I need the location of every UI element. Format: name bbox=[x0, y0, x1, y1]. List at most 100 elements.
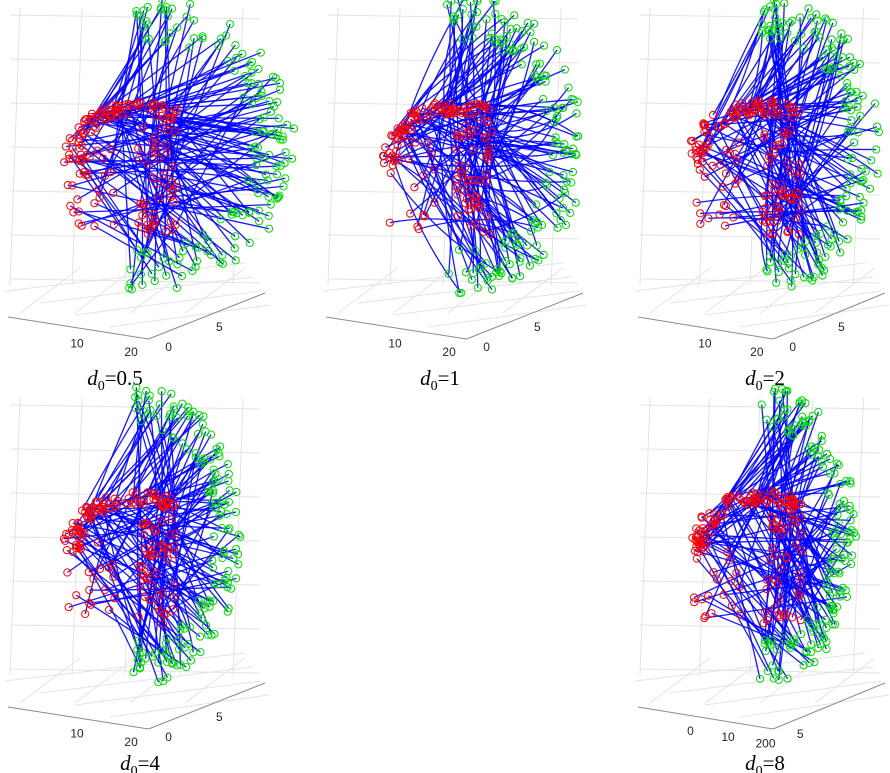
origin-point bbox=[781, 113, 790, 122]
origin-point bbox=[434, 107, 443, 116]
destination-point bbox=[790, 421, 799, 430]
destination-point bbox=[198, 420, 207, 429]
destination-point bbox=[836, 195, 845, 204]
origin-point bbox=[419, 171, 428, 180]
destination-point bbox=[843, 235, 852, 244]
flow-line bbox=[132, 414, 200, 493]
origin-point bbox=[87, 511, 96, 520]
origin-point bbox=[147, 489, 156, 498]
destination-point bbox=[823, 577, 832, 586]
destination-point bbox=[145, 391, 154, 400]
origin-point bbox=[726, 107, 736, 116]
destination-point bbox=[834, 461, 843, 470]
origin-point bbox=[154, 154, 164, 163]
origin-point bbox=[147, 149, 156, 158]
origin-point bbox=[420, 212, 429, 221]
origin-point bbox=[794, 589, 803, 598]
panel-caption: d0=8 bbox=[745, 751, 785, 773]
destination-point bbox=[559, 171, 568, 180]
destination-point bbox=[548, 151, 557, 160]
origin-point bbox=[168, 162, 177, 171]
destination-point bbox=[558, 203, 568, 213]
origin-point bbox=[796, 616, 805, 625]
origin-point bbox=[754, 96, 764, 105]
origin-point bbox=[796, 577, 805, 587]
destination-point bbox=[166, 410, 175, 419]
origin-point bbox=[71, 540, 81, 549]
destination-point bbox=[846, 87, 855, 97]
destination-point bbox=[552, 209, 561, 218]
origin-point bbox=[769, 148, 778, 157]
origin-point bbox=[75, 156, 84, 166]
flow-line bbox=[69, 35, 203, 139]
flow-line bbox=[480, 69, 566, 106]
grid-vline bbox=[639, 7, 651, 286]
destination-point bbox=[231, 507, 241, 517]
origin-point bbox=[61, 142, 71, 151]
flow-line bbox=[73, 203, 271, 214]
destination-point bbox=[853, 102, 862, 111]
destination-point bbox=[552, 113, 561, 123]
destination-point bbox=[184, 639, 193, 649]
origin-point bbox=[167, 515, 176, 524]
origin-point bbox=[789, 499, 798, 508]
origin-points bbox=[59, 488, 180, 629]
origin-point bbox=[69, 208, 78, 217]
origin-point bbox=[735, 583, 744, 592]
flow-lines bbox=[64, 0, 295, 290]
destination-point bbox=[162, 633, 171, 643]
origin-point bbox=[431, 99, 440, 108]
origin-point bbox=[65, 134, 74, 143]
destination-point bbox=[766, 640, 775, 649]
destination-point bbox=[850, 528, 859, 537]
origin-point bbox=[746, 102, 755, 111]
origin-point bbox=[100, 499, 109, 508]
destination-point bbox=[761, 647, 770, 656]
destination-point bbox=[264, 224, 274, 233]
destination-point bbox=[154, 658, 163, 667]
destination-point bbox=[799, 273, 809, 282]
destination-point bbox=[144, 396, 153, 405]
destination-point bbox=[845, 501, 854, 510]
destination-point bbox=[444, 269, 453, 278]
flow-line bbox=[699, 429, 789, 545]
origin-point bbox=[73, 542, 82, 551]
flow-line bbox=[383, 140, 556, 158]
origin-point bbox=[93, 146, 102, 155]
destination-point bbox=[230, 244, 239, 253]
origin-point bbox=[468, 145, 478, 154]
destination-point bbox=[850, 138, 859, 147]
floor-grid-line bbox=[704, 267, 766, 314]
origin-point bbox=[752, 496, 761, 505]
origin-point bbox=[398, 124, 407, 134]
origin-point bbox=[410, 107, 419, 116]
destination-point bbox=[467, 10, 476, 19]
flow-line bbox=[89, 509, 189, 645]
destination-point bbox=[165, 413, 174, 422]
flow-line bbox=[391, 155, 462, 294]
destination-point bbox=[178, 399, 187, 408]
origin-point bbox=[466, 109, 475, 118]
destination-point bbox=[224, 469, 233, 479]
origin-point bbox=[710, 510, 719, 519]
destination-points bbox=[442, 0, 583, 298]
destination-point bbox=[196, 632, 205, 641]
origin-point bbox=[169, 550, 178, 559]
destination-point bbox=[843, 34, 852, 44]
origin-point bbox=[143, 550, 152, 559]
floor-grid-line bbox=[19, 657, 81, 704]
flow-line bbox=[81, 536, 185, 630]
flow-line bbox=[730, 496, 809, 620]
flow-line bbox=[72, 130, 264, 187]
destination-point bbox=[766, 21, 775, 30]
origin-point bbox=[758, 491, 767, 500]
origin-point bbox=[692, 198, 701, 207]
destination-point bbox=[817, 436, 826, 446]
origin-point bbox=[768, 523, 777, 533]
grid-hline bbox=[639, 14, 881, 20]
destination-point bbox=[823, 45, 832, 54]
destination-point bbox=[501, 243, 510, 252]
origin-point bbox=[445, 99, 454, 108]
origin-point bbox=[404, 137, 413, 147]
origin-point bbox=[159, 170, 168, 179]
